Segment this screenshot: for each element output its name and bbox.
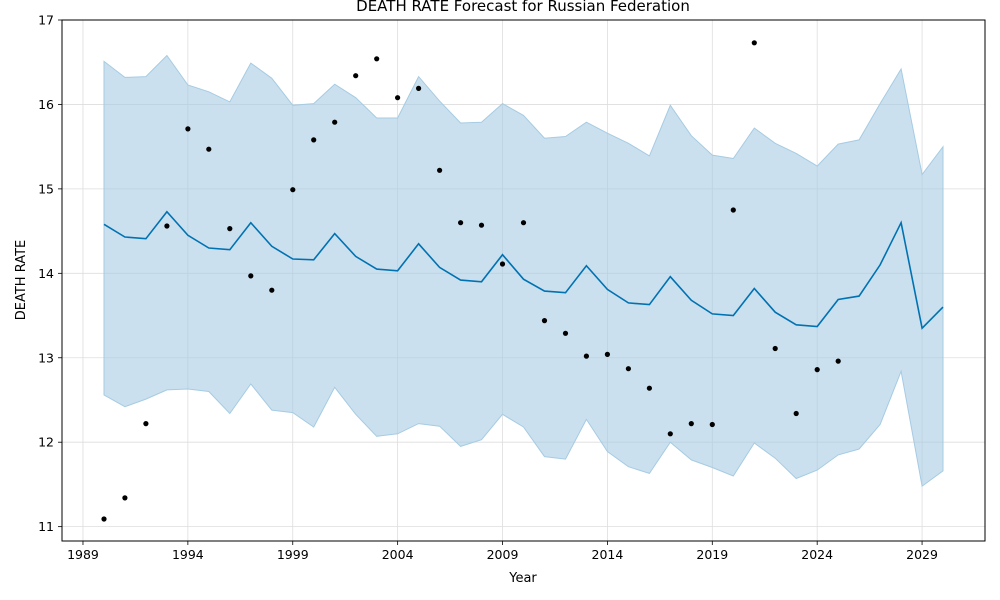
- x-tick-label: 1989: [67, 547, 99, 562]
- uncertainty-band: [103, 54, 944, 487]
- observed-points: [101, 40, 841, 522]
- observed-point: [227, 226, 233, 232]
- y-tick-label: 15: [38, 181, 54, 196]
- observed-point: [520, 220, 527, 226]
- x-axis-ticks: 1989 1994 1999 2004 2009 2014 2019 2024 2029: [67, 541, 938, 562]
- x-tick-label: 2019: [696, 547, 728, 562]
- observed-point: [248, 273, 254, 279]
- observed-point: [604, 351, 611, 357]
- observed-point: [478, 222, 485, 228]
- x-tick-label: 1994: [172, 547, 204, 562]
- observed-point: [583, 353, 590, 359]
- observed-point: [730, 207, 736, 213]
- observed-point: [499, 261, 506, 267]
- observed-point: [395, 95, 401, 101]
- x-tick-label: 2014: [592, 547, 624, 562]
- observed-point: [164, 223, 170, 229]
- x-tick-label: 2024: [801, 547, 833, 562]
- observed-point: [269, 287, 275, 293]
- observed-point: [751, 40, 757, 46]
- observed-point: [625, 366, 632, 372]
- observed-point: [562, 330, 569, 336]
- plot-frame: [61, 19, 986, 542]
- y-tick-label: 13: [38, 350, 54, 365]
- x-tick-label: 2009: [487, 547, 519, 562]
- observed-point: [185, 126, 191, 132]
- observed-point: [772, 345, 778, 352]
- observed-point: [311, 137, 317, 143]
- observed-point: [437, 167, 443, 173]
- y-axis-ticks: 11 12 13 14 15 16 17: [38, 13, 62, 534]
- observed-point: [709, 421, 715, 428]
- y-tick-label: 17: [38, 13, 54, 28]
- observed-point: [793, 410, 799, 417]
- observed-point: [646, 385, 653, 391]
- observed-point: [541, 318, 548, 324]
- observed-point: [353, 73, 359, 79]
- observed-point: [374, 56, 380, 62]
- observed-point: [101, 516, 107, 522]
- x-tick-label: 2029: [906, 547, 938, 562]
- y-tick-label: 16: [38, 97, 54, 112]
- observed-point: [667, 431, 673, 437]
- observed-point: [688, 421, 694, 427]
- x-tick-label: 1999: [277, 547, 309, 562]
- observed-point: [332, 119, 338, 125]
- forecast-line: [103, 210, 944, 330]
- observed-point: [835, 358, 841, 364]
- y-tick-label: 11: [38, 519, 54, 534]
- x-tick-label: 2004: [382, 547, 414, 562]
- y-tick-label: 12: [38, 435, 54, 450]
- observed-point: [122, 495, 128, 501]
- observed-point: [814, 367, 820, 373]
- observed-point: [143, 421, 149, 427]
- observed-point: [206, 146, 212, 152]
- observed-point: [416, 85, 422, 91]
- y-tick-label: 14: [38, 266, 54, 281]
- chart-title: DEATH RATE Forecast for Russian Federati…: [356, 0, 690, 15]
- observed-point: [290, 187, 296, 193]
- x-axis-label: Year: [508, 571, 537, 586]
- y-axis-label: DEATH RATE: [14, 240, 29, 321]
- observed-point: [458, 220, 464, 226]
